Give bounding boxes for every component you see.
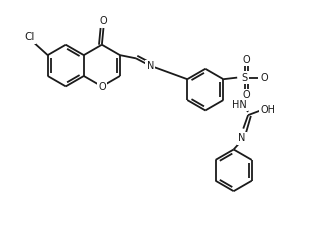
Text: O: O xyxy=(260,73,268,82)
Text: O: O xyxy=(242,55,250,65)
Text: Cl: Cl xyxy=(24,32,34,42)
Text: N: N xyxy=(238,133,246,143)
Text: N: N xyxy=(147,61,154,71)
Text: S: S xyxy=(242,73,248,82)
Text: HN: HN xyxy=(232,100,247,110)
Text: O: O xyxy=(98,82,106,92)
Text: O: O xyxy=(242,90,250,100)
Text: OH: OH xyxy=(260,105,275,115)
Text: O: O xyxy=(100,16,107,26)
